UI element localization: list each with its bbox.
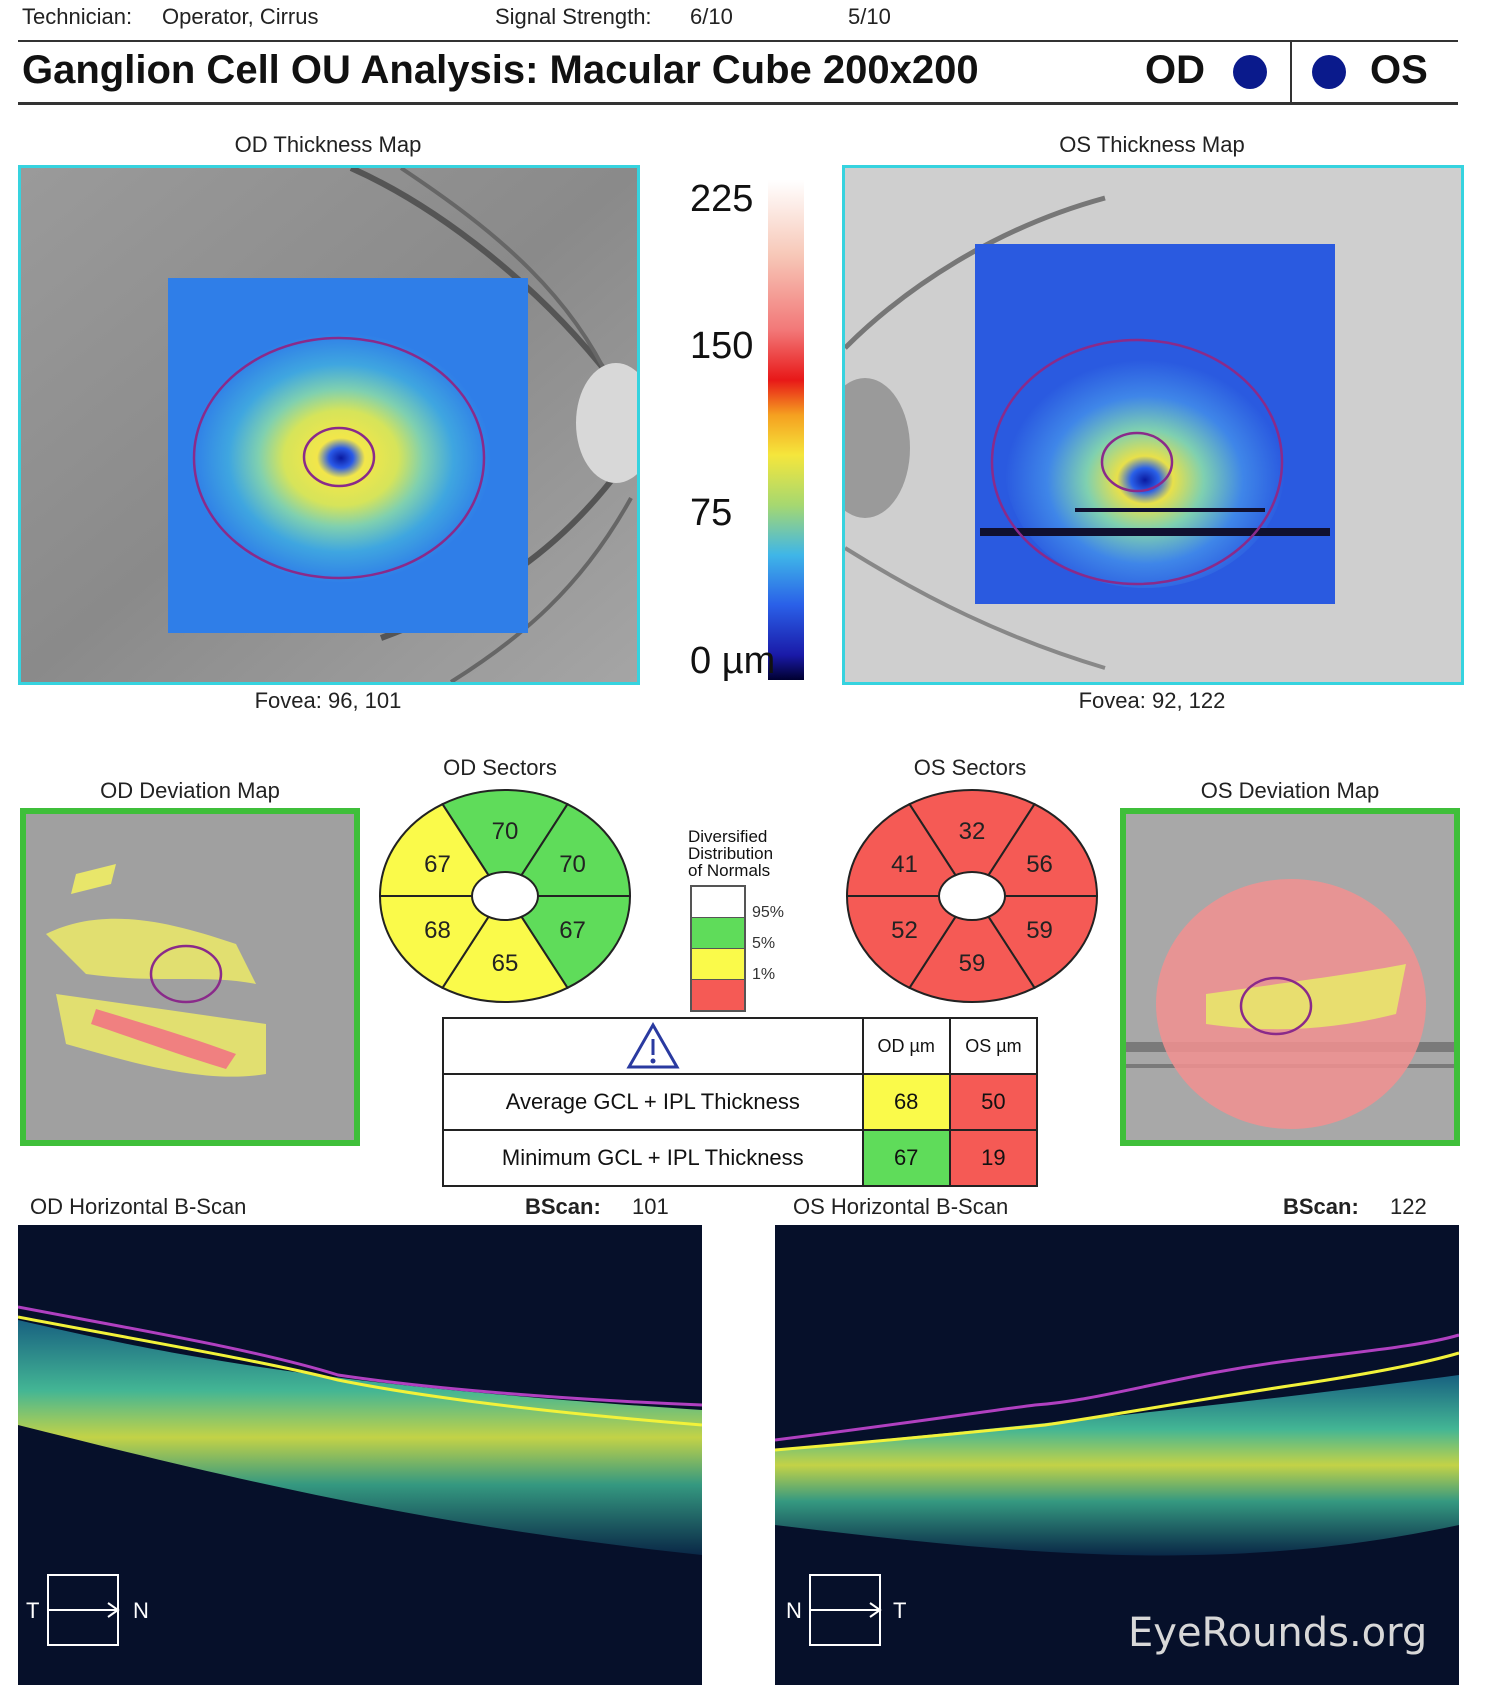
od-sector-value: 67	[559, 917, 586, 944]
od-sector-wedge	[520, 802, 632, 897]
od-deviation-map	[20, 808, 360, 1146]
od-horizontal-bscan	[18, 1225, 702, 1685]
od-thickness-map-title: OD Thickness Map	[234, 132, 422, 157]
od-fovea-coordinates: Fovea: 96, 101	[254, 688, 402, 713]
os-thickness-map	[842, 165, 1464, 685]
scale-tick-150: 150	[690, 325, 754, 367]
od-sector-value: 70	[559, 851, 586, 878]
os-sector-value: 32	[959, 818, 986, 845]
os-label: OS	[1370, 48, 1428, 92]
os-sector-value: 56	[1026, 851, 1053, 878]
minimum-thickness-label: Minimum GCL + IPL Thickness	[442, 1129, 864, 1187]
od-sector-wedge	[520, 895, 632, 990]
od-sector-value: 70	[492, 818, 519, 845]
signal-strength-label: Signal Strength:	[495, 4, 652, 29]
average-thickness-os: 50	[948, 1073, 1039, 1131]
legend-swatch-5	[692, 918, 744, 949]
minimum-thickness-os: 19	[948, 1129, 1039, 1187]
od-sector-value: 65	[492, 950, 519, 977]
legend-swatches	[690, 885, 746, 1012]
os-orientation-left: N	[786, 1598, 802, 1623]
table-header-os: OS µm	[948, 1017, 1039, 1075]
legend-swatch-1	[692, 949, 744, 980]
header-bottom-rule	[18, 102, 1458, 105]
od-bscan-title: OD Horizontal B-Scan	[30, 1194, 247, 1219]
os-sector-wedge	[908, 789, 1036, 877]
od-bscan-label: BScan:	[525, 1194, 601, 1219]
os-deviation-map-title: OS Deviation Map	[1200, 778, 1380, 803]
average-thickness-label: Average GCL + IPL Thickness	[442, 1073, 864, 1131]
legend-title-line-2: Distribution	[688, 844, 774, 863]
os-bscan-number: 122	[1390, 1194, 1427, 1219]
os-sector-value: 41	[891, 851, 918, 878]
od-sector-wedge	[378, 802, 490, 897]
od-deviation-map-title: OD Deviation Map	[100, 778, 280, 803]
os-bscan-title: OS Horizontal B-Scan	[793, 1194, 1009, 1219]
legend-label-95: 95%	[752, 904, 785, 921]
os-sectors-title: OS Sectors	[913, 755, 1027, 780]
legend-swatch-95	[692, 887, 744, 918]
os-sector-wedge	[987, 802, 1099, 897]
os-sector-wedge	[845, 895, 957, 990]
legend-label-5: 5%	[752, 935, 776, 952]
minimum-thickness-od: 67	[861, 1129, 951, 1187]
od-label: OD	[1145, 48, 1205, 92]
signal-strength-os: 5/10	[848, 4, 891, 29]
os-sector-value: 59	[959, 950, 986, 977]
thickness-color-scale	[768, 180, 804, 680]
scale-tick-75: 75	[690, 492, 733, 534]
os-sector-wedge	[845, 802, 957, 897]
od-eye-dot-icon	[1233, 55, 1267, 89]
table-warning-cell	[442, 1017, 864, 1075]
os-sector-value: 52	[891, 917, 918, 944]
legend-swatch-below-1	[692, 980, 744, 1010]
os-deviation-map	[1120, 808, 1460, 1146]
page-title: Ganglion Cell OU Analysis: Macular Cube …	[22, 48, 979, 92]
os-eye-dot-icon	[1312, 55, 1346, 89]
signal-strength-od: 6/10	[690, 4, 733, 29]
legend-title: Diversified Distribution of Normals	[688, 828, 808, 879]
legend-title-line-3: of Normals	[688, 861, 771, 880]
os-fovea-coordinates: Fovea: 92, 122	[1078, 688, 1226, 713]
table-header-od: OD µm	[861, 1017, 951, 1075]
scale-tick-0: 0 µm	[690, 640, 776, 682]
os-orientation-right: T	[893, 1598, 907, 1623]
od-bscan-number: 101	[632, 1194, 669, 1219]
watermark: EyeRounds.org	[1128, 1610, 1428, 1656]
table-row: Average GCL + IPL Thickness 68 50	[442, 1073, 1039, 1131]
od-sector-wedge	[378, 895, 490, 990]
os-horizontal-bscan	[775, 1225, 1459, 1685]
od-sectors-title: OD Sectors	[443, 755, 557, 780]
scale-tick-225: 225	[690, 178, 754, 220]
od-sector-value: 68	[424, 917, 451, 944]
os-sector-wedge	[908, 915, 1036, 1003]
os-sector-value: 59	[1026, 917, 1053, 944]
technician-value: Operator, Cirrus	[162, 4, 319, 29]
average-thickness-od: 68	[861, 1073, 951, 1131]
table-row: Minimum GCL + IPL Thickness 67 19	[442, 1129, 1039, 1187]
header-top-rule	[18, 40, 1458, 42]
technician-label: Technician:	[22, 4, 133, 29]
os-sector-wedge	[987, 895, 1099, 990]
os-bscan-label: BScan:	[1283, 1194, 1359, 1219]
os-thickness-map-title: OS Thickness Map	[1059, 132, 1245, 157]
legend-label-1: 1%	[752, 966, 776, 983]
od-sectors-chart: 70 70 67 65 68 67	[378, 789, 632, 1003]
od-orientation-left: T	[26, 1598, 40, 1623]
warning-triangle-icon	[626, 1021, 680, 1069]
legend-title-line-1: Diversified	[688, 827, 768, 846]
od-sector-wedge	[441, 789, 569, 877]
od-thickness-map	[18, 165, 640, 685]
od-sector-wedge	[441, 915, 569, 1003]
os-sectors-chart: 32 56 59 59 52 41	[845, 789, 1099, 1003]
od-orientation-right: N	[133, 1598, 149, 1623]
header-divider	[1290, 40, 1292, 102]
gcl-ipl-results-table: OD µm OS µm Average GCL + IPL Thickness …	[442, 1017, 1039, 1187]
od-sector-value: 67	[424, 851, 451, 878]
